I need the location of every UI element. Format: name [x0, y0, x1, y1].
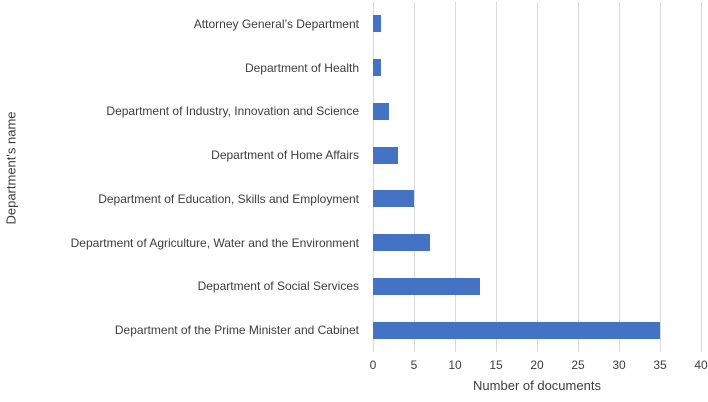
plot-area [372, 2, 702, 352]
gridline [659, 2, 661, 352]
bar [373, 321, 660, 339]
category-label: Department of Agriculture, Water and the… [70, 235, 359, 250]
gridline [372, 2, 374, 352]
bar [373, 277, 480, 295]
x-tick-label: 40 [694, 358, 708, 372]
x-tick-label: 35 [653, 358, 667, 372]
gridline [495, 2, 497, 352]
bar [373, 59, 382, 77]
gridline [454, 2, 456, 352]
category-label: Department of Health [244, 60, 359, 75]
bar [373, 146, 398, 164]
category-label: Department of Social Services [197, 279, 359, 294]
category-label: Department of Education, Skills and Empl… [98, 191, 359, 206]
x-tick-label: 30 [612, 358, 626, 372]
x-tick-label: 5 [410, 358, 418, 372]
gridline [577, 2, 579, 352]
bar [373, 15, 382, 33]
x-axis-ticks: 0 5 10 15 20 25 30 35 40 [0, 358, 708, 373]
gridline [618, 2, 620, 352]
category-label: Department of Industry, Innovation and S… [106, 104, 359, 119]
gridline [700, 2, 702, 352]
bar [373, 234, 431, 252]
category-label: Attorney General’s Department [193, 16, 359, 31]
bar [373, 190, 414, 208]
category-label: Department of Home Affairs [211, 148, 359, 163]
x-tick-label: 10 [448, 358, 462, 372]
bar [373, 102, 390, 120]
x-axis-title: Number of documents [473, 378, 601, 393]
x-tick-label: 25 [571, 358, 585, 372]
x-tick-label: 15 [489, 358, 503, 372]
x-tick-label: 0 [369, 358, 377, 372]
category-label: Department of the Prime Minister and Cab… [114, 323, 359, 338]
gridline [413, 2, 415, 352]
gridline [536, 2, 538, 352]
category-labels: Attorney General’s Department Department … [0, 2, 366, 352]
x-tick-label: 20 [530, 358, 544, 372]
